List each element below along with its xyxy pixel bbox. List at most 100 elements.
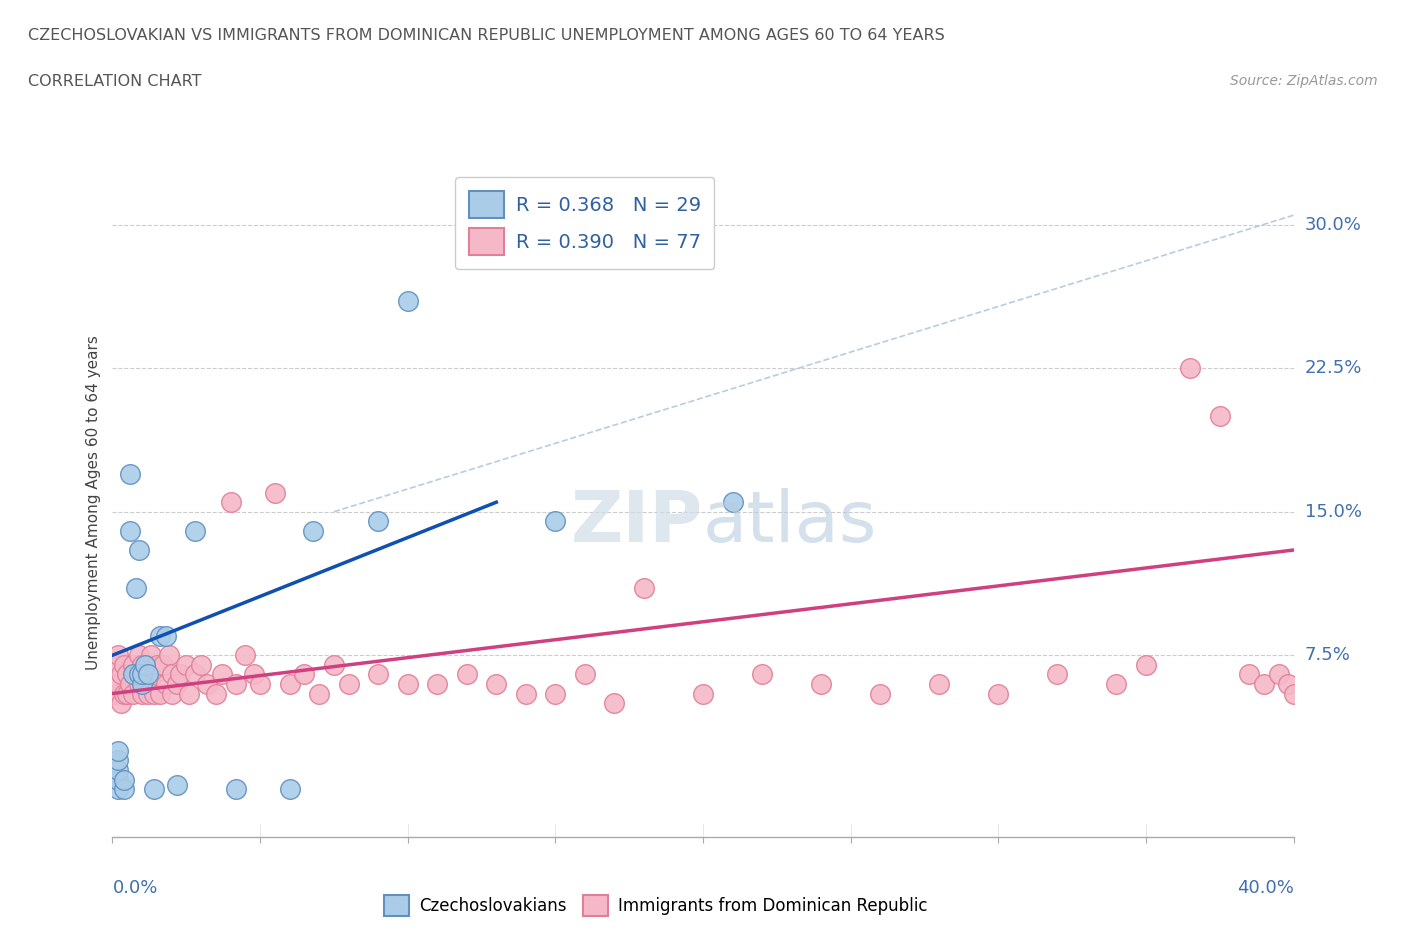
Point	[166, 777, 188, 792]
Text: ZIP: ZIP	[571, 488, 703, 557]
Point	[136, 667, 159, 682]
Point	[249, 676, 271, 691]
Point	[146, 658, 169, 672]
Point	[1277, 676, 1299, 691]
Point	[107, 753, 129, 768]
Point	[456, 667, 478, 682]
Point	[139, 648, 162, 663]
Point	[131, 667, 153, 682]
Point	[149, 629, 172, 644]
Text: 7.5%: 7.5%	[1305, 646, 1351, 664]
Point	[633, 581, 655, 596]
Point	[278, 782, 301, 797]
Text: 22.5%: 22.5%	[1305, 359, 1362, 378]
Point	[107, 676, 129, 691]
Point	[131, 658, 153, 672]
Point	[233, 648, 256, 663]
Point	[128, 648, 150, 663]
Point	[1178, 361, 1201, 376]
Point	[751, 667, 773, 682]
Point	[120, 466, 142, 481]
Text: 15.0%: 15.0%	[1305, 503, 1361, 521]
Text: CZECHOSLOVAKIAN VS IMMIGRANTS FROM DOMINICAN REPUBLIC UNEMPLOYMENT AMONG AGES 60: CZECHOSLOVAKIAN VS IMMIGRANTS FROM DOMIN…	[28, 28, 945, 43]
Point	[120, 676, 142, 691]
Point	[169, 667, 191, 682]
Point	[426, 676, 449, 691]
Point	[721, 495, 744, 510]
Point	[160, 686, 183, 701]
Point	[174, 658, 197, 672]
Point	[107, 743, 129, 758]
Point	[179, 686, 201, 701]
Point	[112, 658, 135, 672]
Point	[128, 542, 150, 557]
Point	[134, 658, 156, 672]
Point	[396, 294, 419, 309]
Point	[112, 686, 135, 701]
Point	[142, 782, 165, 797]
Point	[131, 676, 153, 691]
Point	[810, 676, 832, 691]
Text: CORRELATION CHART: CORRELATION CHART	[28, 74, 201, 89]
Point	[128, 667, 150, 682]
Point	[396, 676, 419, 691]
Point	[574, 667, 596, 682]
Point	[112, 782, 135, 797]
Point	[155, 629, 177, 644]
Point	[219, 495, 242, 510]
Point	[205, 686, 228, 701]
Point	[107, 763, 129, 777]
Point	[225, 782, 247, 797]
Point	[264, 485, 287, 500]
Point	[1282, 686, 1305, 701]
Legend: Czechoslovakians, Immigrants from Dominican Republic: Czechoslovakians, Immigrants from Domini…	[377, 889, 934, 923]
Point	[195, 676, 218, 691]
Point	[1046, 667, 1069, 682]
Point	[160, 667, 183, 682]
Point	[117, 667, 138, 682]
Point	[1208, 408, 1232, 423]
Point	[302, 524, 325, 538]
Point	[152, 658, 174, 672]
Point	[544, 686, 567, 701]
Point	[337, 676, 360, 691]
Point	[136, 686, 159, 701]
Point	[110, 667, 132, 682]
Point	[122, 658, 145, 672]
Point	[122, 667, 145, 682]
Point	[485, 676, 508, 691]
Point	[211, 667, 233, 682]
Point	[308, 686, 330, 701]
Point	[120, 524, 142, 538]
Point	[278, 676, 301, 691]
Point	[136, 658, 159, 672]
Point	[125, 581, 148, 596]
Point	[134, 667, 156, 682]
Point	[107, 782, 129, 797]
Text: Source: ZipAtlas.com: Source: ZipAtlas.com	[1230, 74, 1378, 88]
Point	[1268, 667, 1291, 682]
Point	[1105, 676, 1128, 691]
Point	[107, 648, 129, 663]
Point	[104, 686, 127, 701]
Point	[1253, 676, 1275, 691]
Text: 40.0%: 40.0%	[1237, 879, 1294, 897]
Point	[149, 686, 172, 701]
Point	[104, 658, 127, 672]
Point	[157, 648, 180, 663]
Point	[142, 686, 165, 701]
Point	[692, 686, 714, 701]
Text: atlas: atlas	[703, 488, 877, 557]
Point	[112, 772, 135, 787]
Point	[122, 686, 145, 701]
Point	[166, 676, 188, 691]
Point	[184, 524, 207, 538]
Point	[515, 686, 537, 701]
Point	[128, 676, 150, 691]
Point	[367, 667, 389, 682]
Point	[367, 514, 389, 529]
Point	[1135, 658, 1157, 672]
Text: 0.0%: 0.0%	[112, 879, 157, 897]
Point	[869, 686, 891, 701]
Point	[987, 686, 1010, 701]
